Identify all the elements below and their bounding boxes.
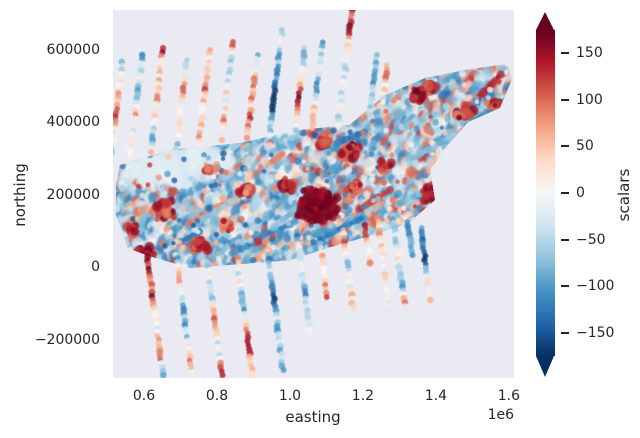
colorbar-tick-mark [561,145,569,148]
colorbar-tick-label: 100 [576,91,603,108]
colorbar-tick-label: 0 [576,185,585,201]
colorbar-tick-mark [561,331,569,334]
colorbar-gradient [536,30,555,356]
x-tick-label: 1.2 [351,388,375,404]
y-tick-label: −200000 [34,331,100,348]
y-tick-label: 200000 [46,186,100,203]
x-axis-label: easting [285,408,341,426]
colorbar-tick-mark [561,98,569,101]
x-tick-label: 1.6 [497,388,521,404]
y-tick-label: 600000 [46,41,100,58]
colorbar-tick-label: −150 [576,324,615,341]
colorbar-under-arrow [536,356,554,377]
y-tick-label: 400000 [46,114,100,131]
x-tick-label: 0.8 [205,388,229,404]
colorbar-tick-mark [561,52,569,55]
colorbar-tick-label: 50 [576,138,594,155]
x-axis-offset-label: 1e6 [487,407,514,423]
x-tick-label: 1.4 [424,388,448,404]
colorbar-tick-label: 150 [576,45,603,62]
colorbar-over-arrow [536,12,554,30]
plot-area [113,10,514,378]
colorbar-tick-label: −100 [576,278,615,295]
colorbar-tick-mark [561,238,569,241]
x-tick-label: 0.6 [132,388,156,404]
colorbar-label: scalars [615,168,633,222]
scatter-canvas[interactable] [113,10,514,378]
colorbar-tick-mark [561,192,569,194]
x-tick-label: 1.0 [278,388,302,404]
colorbar-tick-label: −50 [576,231,606,248]
y-tick-label: 0 [91,259,100,276]
colorbar-tick-mark [561,285,569,288]
